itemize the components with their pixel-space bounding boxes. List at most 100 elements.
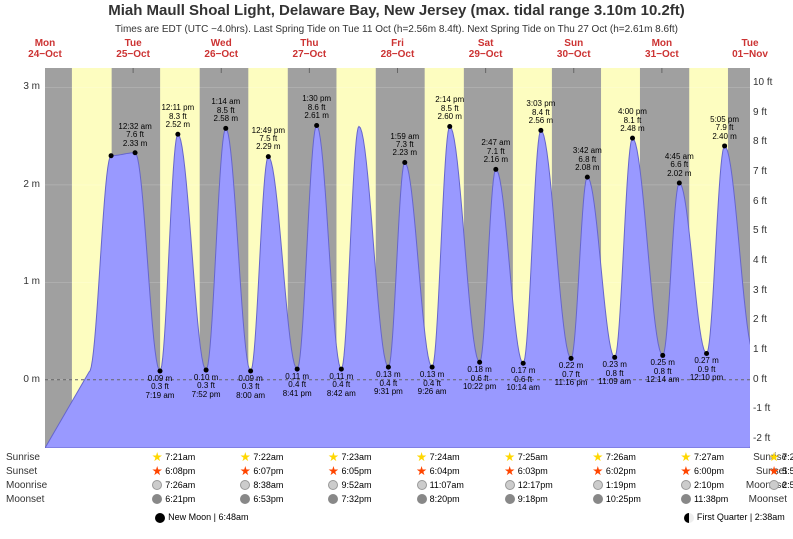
sm-time: 7:26am [606,452,636,462]
sunset-icon [240,466,250,476]
date-header: Fri28−Oct [368,38,428,60]
y-tick-right: 2 ft [753,314,793,325]
sm-time: 7:24am [430,452,460,462]
sun-icon [328,452,338,462]
sun-icon [505,452,515,462]
chart-title: Miah Maull Shoal Light, Delaware Bay, Ne… [0,2,793,19]
y-tick-left: 1 m [0,276,40,287]
date-header: Sat29−Oct [456,38,516,60]
date-header: Tue01−Nov [720,38,780,60]
moon-icon [240,480,250,490]
date-header: Thu27−Oct [279,38,339,60]
moonset-icon [152,494,162,504]
sm-row-label: Sunset [6,466,37,477]
sm-time: 6:21pm [165,494,195,504]
date-header: Mon24−Oct [15,38,75,60]
sun-icon [593,452,603,462]
sm-time: 11:07am [430,480,464,490]
sm-time: 7:21am [165,452,195,462]
sm-time: 8:20pm [430,494,460,504]
moon-phase-icon [155,513,165,523]
sm-time: 7:28am [782,452,793,462]
sm-cell: 7:26am [593,452,636,462]
sm-time: 6:05pm [341,466,371,476]
sm-time: 7:25am [518,452,548,462]
sm-time: 6:53pm [253,494,283,504]
sm-cell: 6:05pm [328,466,371,476]
date-header: Mon31−Oct [632,38,692,60]
y-tick-right: 7 ft [753,166,793,177]
tide-chart-container: Miah Maull Shoal Light, Delaware Bay, Ne… [0,0,793,539]
moonset-icon [593,494,603,504]
sm-time: 9:52am [341,480,371,490]
tide-label: 0.13 m0.4 ft9:26 am [407,371,457,396]
tide-label: 1:14 am8.5 ft2.58 m [201,98,251,123]
sun-icon [417,452,427,462]
sm-time: 5:59pm [782,466,793,476]
sm-row-label: Moonrise [6,480,47,491]
sm-cell: 6:07pm [240,466,283,476]
tide-label: 0.09 m0.3 ft7:19 am [135,375,185,400]
sm-row-label: Moonset [749,494,787,505]
sm-cell: 6:53pm [240,494,283,504]
sm-cell: 2:10pm [681,480,724,490]
tide-label: 0.27 m0.9 ft12:10 pm [682,357,732,382]
moonset-icon [681,494,691,504]
sm-time: 6:04pm [430,466,460,476]
tide-label: 0.11 m0.4 ft8:41 pm [272,373,322,398]
tide-label: 2:47 am7.1 ft2.16 m [471,139,521,164]
tide-label: 2:14 pm8.5 ft2.60 m [425,96,475,121]
sm-cell: 6:04pm [417,466,460,476]
moon-phase: First Quarter | 2:38am [684,512,785,523]
tide-label: 0.11 m0.4 ft8:42 am [316,373,366,398]
tide-label: 12:49 pm7.5 ft2.29 m [243,127,293,152]
sm-time: 6:00pm [694,466,724,476]
y-tick-right: 5 ft [753,225,793,236]
sunset-icon [417,466,427,476]
moon-phase-icon [684,513,694,523]
y-tick-left: 0 m [0,374,40,385]
tide-label: 0.17 m0.6 ft10:14 am [498,367,548,392]
sm-cell: 6:03pm [505,466,548,476]
moon-icon [593,480,603,490]
sunset-icon [328,466,338,476]
tide-label: 12:11 pm8.3 ft2.52 m [153,104,203,129]
sm-cell: 5:59pm [769,466,793,476]
y-tick-right: 8 ft [753,136,793,147]
sm-cell: 6:02pm [593,466,636,476]
tide-label: 4:45 am6.6 ft2.02 m [654,153,704,178]
moonset-icon [417,494,427,504]
y-tick-right: 1 ft [753,344,793,355]
sm-row-label: Moonset [6,494,44,505]
sm-time: 7:27am [694,452,724,462]
sm-time: 6:02pm [606,466,636,476]
tide-label: 3:03 pm8.4 ft2.56 m [516,100,566,125]
sm-time: 7:22am [253,452,283,462]
sun-icon [769,452,779,462]
sm-cell: 1:19pm [593,480,636,490]
chart-subtitle: Times are EDT (UTC −4.0hrs). Last Spring… [0,24,793,35]
moon-phase-text: First Quarter | 2:38am [697,512,785,522]
y-tick-right: 3 ft [753,285,793,296]
sun-icon [240,452,250,462]
sunset-icon [681,466,691,476]
tide-label: 0.18 m0.6 ft10:22 pm [455,366,505,391]
sm-time: 11:38pm [694,494,728,504]
tide-label: 0.25 m0.8 ft12:14 am [638,359,688,384]
sm-time: 2:10pm [694,480,724,490]
moon-icon [417,480,427,490]
moon-icon [769,480,779,490]
y-tick-left: 2 m [0,179,40,190]
sm-cell: 7:21am [152,452,195,462]
sunset-icon [505,466,515,476]
sm-time: 7:23am [341,452,371,462]
sm-cell: 10:25pm [593,494,641,504]
y-tick-left: 3 m [0,81,40,92]
sm-time: 7:26am [165,480,195,490]
sm-cell: 11:38pm [681,494,728,504]
moon-phase: New Moon | 6:48am [155,512,248,523]
sunset-icon [152,466,162,476]
sm-time: 6:03pm [518,466,548,476]
moon-icon [505,480,515,490]
sm-cell: 7:24am [417,452,460,462]
